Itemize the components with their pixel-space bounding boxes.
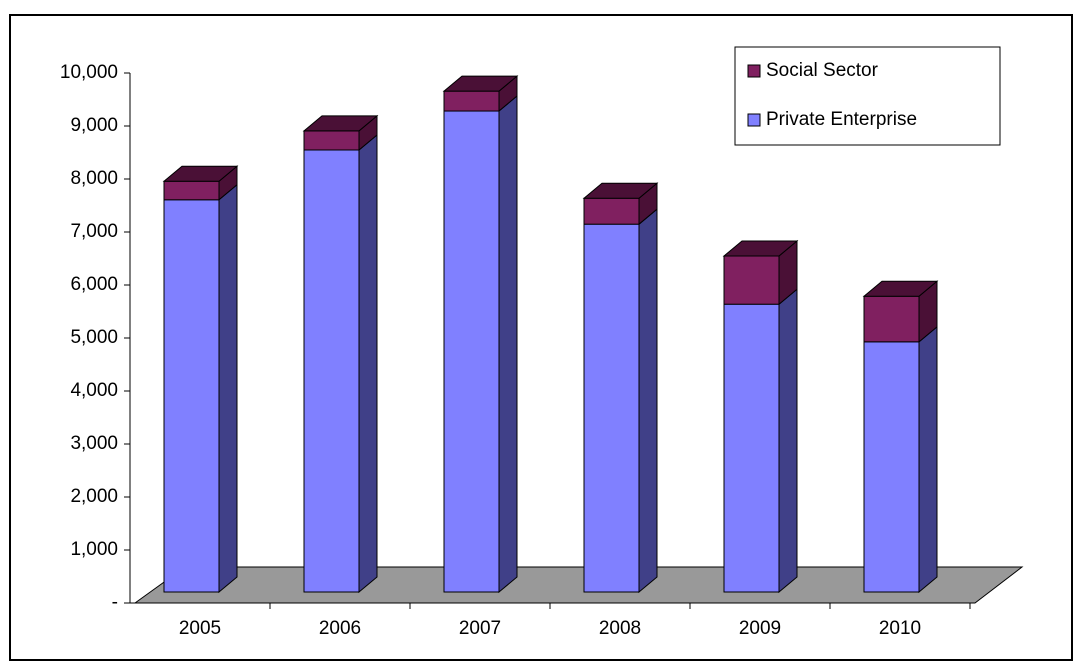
- bar-segment: [302, 114, 379, 152]
- bar-top: [862, 280, 939, 297]
- y-tick-label: 2,000: [70, 486, 118, 507]
- x-tick-label: 2008: [599, 618, 641, 639]
- bar-segment: [443, 94, 518, 594]
- bar-top: [162, 165, 239, 182]
- bar-front: [303, 149, 360, 593]
- bar-front: [303, 130, 360, 151]
- y-tick-label: 3,000: [70, 433, 118, 454]
- legend-swatch: [747, 64, 761, 78]
- y-tick-label: 7,000: [70, 221, 118, 242]
- bar-side: [918, 325, 938, 594]
- bar-side: [218, 183, 238, 594]
- bar-segment: [863, 325, 938, 594]
- bar-side: [498, 94, 518, 594]
- x-tick-label: 2009: [739, 618, 781, 639]
- bar-front: [583, 223, 640, 593]
- bar-front: [163, 180, 220, 201]
- bar-front: [723, 303, 780, 593]
- x-tick-label: 2006: [319, 618, 361, 639]
- x-tick-label: 2007: [459, 618, 501, 639]
- bar-front: [163, 199, 220, 593]
- bar-segment: [723, 288, 798, 594]
- bar-front: [863, 295, 920, 343]
- legend-label: Private Enterprise: [766, 109, 917, 130]
- bar-side: [778, 288, 798, 594]
- bar-segment: [163, 183, 238, 594]
- y-tick-label: -: [112, 592, 118, 613]
- legend-label: Social Sector: [766, 60, 879, 81]
- x-tick-label: 2005: [179, 618, 221, 639]
- bar-front: [443, 110, 500, 593]
- bar-segment: [583, 208, 658, 594]
- legend-swatch: [747, 113, 761, 127]
- y-tick-label: 4,000: [70, 380, 118, 401]
- bar-segment: [862, 280, 939, 343]
- y-tick-label: 1,000: [70, 539, 118, 560]
- bar-top: [722, 240, 799, 257]
- legend-box: [734, 46, 1001, 146]
- bar-segment: [303, 133, 378, 594]
- bar-front: [583, 197, 640, 225]
- bar-front: [443, 90, 500, 112]
- bar-side: [358, 133, 378, 594]
- bar-top: [582, 182, 659, 199]
- bar-front: [863, 341, 920, 593]
- bar-segment: [582, 182, 659, 226]
- y-tick-label: 8,000: [70, 168, 118, 189]
- bar-segment: [722, 239, 799, 306]
- x-tick-label: 2010: [879, 618, 921, 639]
- y-tick-label: 10,000: [60, 62, 118, 83]
- bar-segment: [162, 165, 239, 201]
- bar-front: [723, 255, 780, 305]
- y-tick-label: 5,000: [70, 327, 118, 348]
- bar-side: [638, 208, 658, 594]
- bar-top: [442, 75, 519, 92]
- bar-segment: [442, 75, 519, 113]
- y-tick-label: 9,000: [70, 115, 118, 136]
- bar-top: [302, 115, 379, 132]
- y-tick-label: 6,000: [70, 274, 118, 295]
